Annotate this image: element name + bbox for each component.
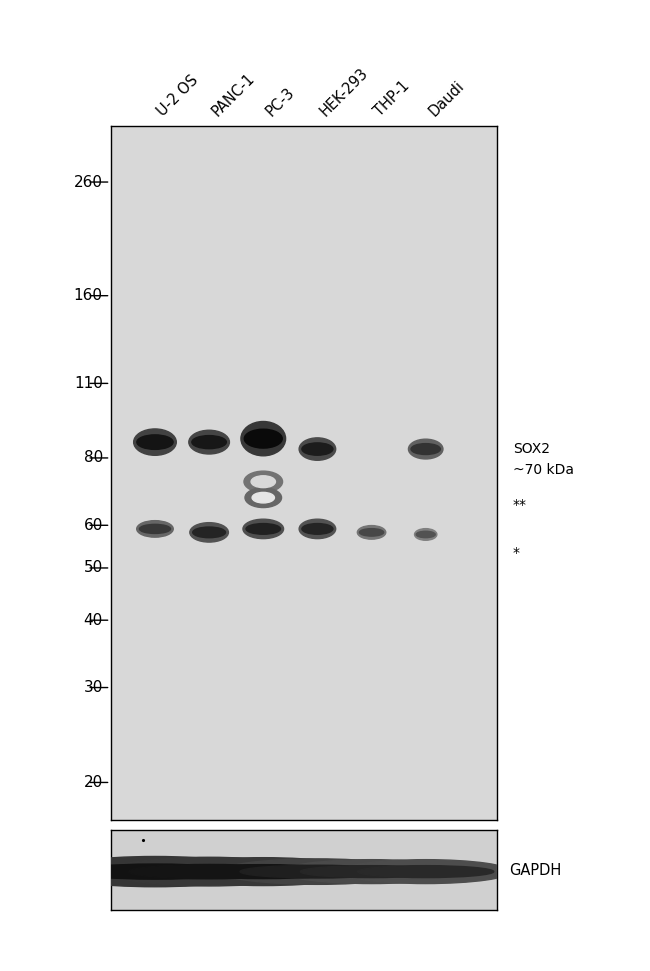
Ellipse shape (299, 438, 335, 460)
Text: Daudi: Daudi (426, 79, 467, 119)
Text: 60: 60 (83, 518, 103, 533)
Ellipse shape (193, 527, 226, 538)
Ellipse shape (299, 519, 335, 539)
Ellipse shape (188, 430, 229, 454)
Ellipse shape (240, 865, 395, 878)
Ellipse shape (408, 439, 443, 459)
Text: 260: 260 (73, 175, 103, 189)
Text: ~70 kDa: ~70 kDa (513, 463, 574, 477)
Text: 110: 110 (74, 376, 103, 391)
Ellipse shape (358, 865, 494, 878)
Ellipse shape (49, 856, 261, 887)
Text: 40: 40 (83, 613, 103, 627)
Ellipse shape (192, 436, 226, 449)
Text: PC-3: PC-3 (263, 85, 298, 119)
Ellipse shape (129, 864, 289, 879)
Ellipse shape (140, 524, 170, 533)
Ellipse shape (190, 522, 228, 542)
Ellipse shape (300, 865, 443, 878)
Ellipse shape (251, 476, 276, 487)
Ellipse shape (359, 528, 384, 536)
Ellipse shape (358, 525, 385, 539)
Text: SOX2: SOX2 (513, 442, 550, 456)
Text: HEK-293: HEK-293 (317, 65, 371, 119)
Text: U-2 OS: U-2 OS (155, 73, 202, 119)
Text: 80: 80 (83, 451, 103, 465)
Ellipse shape (183, 864, 344, 879)
Ellipse shape (252, 492, 274, 503)
Ellipse shape (411, 444, 440, 454)
Ellipse shape (341, 859, 511, 884)
Ellipse shape (221, 859, 414, 885)
Text: THP-1: THP-1 (372, 79, 413, 119)
Ellipse shape (302, 523, 333, 534)
Ellipse shape (244, 429, 282, 448)
Text: **: ** (513, 497, 526, 512)
Ellipse shape (109, 857, 309, 886)
Text: PANC-1: PANC-1 (209, 71, 257, 119)
Text: 30: 30 (83, 680, 103, 695)
Ellipse shape (415, 528, 437, 540)
Text: 50: 50 (83, 560, 103, 576)
Ellipse shape (283, 859, 460, 884)
Text: GAPDH: GAPDH (509, 862, 561, 878)
Ellipse shape (162, 857, 364, 886)
Ellipse shape (243, 519, 283, 539)
Ellipse shape (137, 435, 173, 450)
Ellipse shape (246, 523, 281, 534)
Text: *: * (513, 547, 520, 560)
Ellipse shape (70, 864, 240, 879)
Ellipse shape (302, 443, 333, 455)
Ellipse shape (136, 520, 174, 537)
Ellipse shape (244, 471, 283, 492)
Text: 160: 160 (73, 288, 103, 303)
Ellipse shape (241, 421, 285, 455)
Ellipse shape (245, 487, 281, 508)
Ellipse shape (134, 429, 176, 455)
Text: 20: 20 (83, 775, 103, 790)
Ellipse shape (416, 531, 436, 538)
